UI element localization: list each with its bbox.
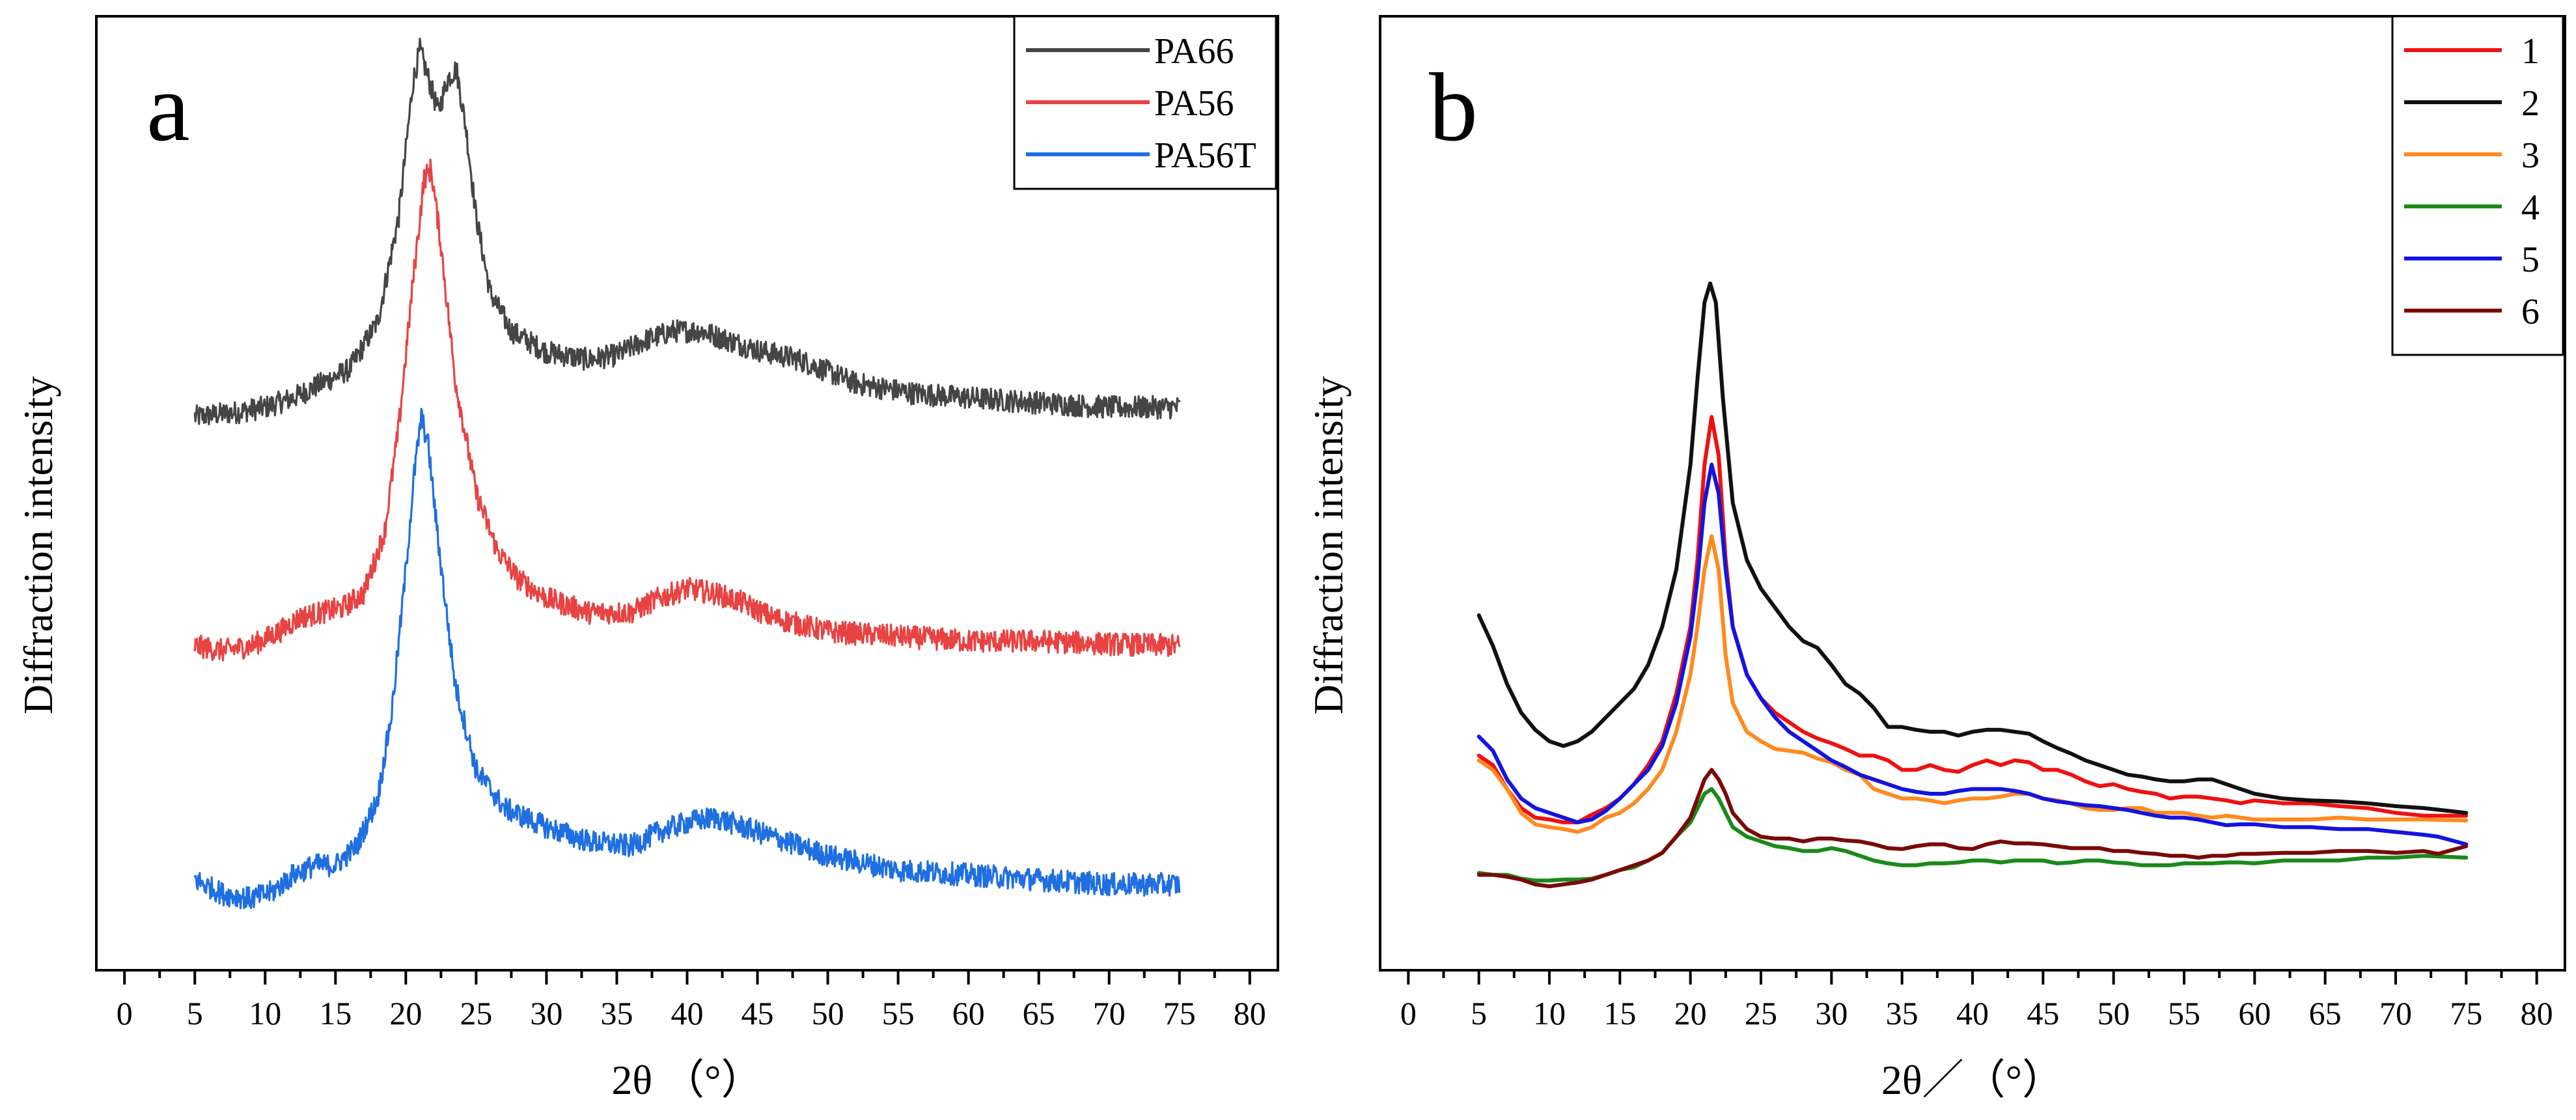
x-tick-label: 30 xyxy=(1815,995,1848,1031)
x-tick-label: 0 xyxy=(1400,995,1417,1031)
x-tick-label: 0 xyxy=(117,995,133,1031)
x-tick-label: 60 xyxy=(2238,995,2271,1031)
x-tick-label: 25 xyxy=(460,995,492,1031)
legend: PA66 PA56 PA56T xyxy=(1013,15,1277,190)
series-line-1 xyxy=(1476,415,2469,824)
legend-label: 2 xyxy=(2521,83,2540,124)
x-tick-label: 80 xyxy=(1234,995,1266,1031)
x-tick-label: 55 xyxy=(882,995,915,1031)
x-tick-label: 15 xyxy=(1603,995,1636,1031)
x-tick-label: 20 xyxy=(389,995,422,1031)
legend-label: PA56 xyxy=(1154,83,1234,124)
x-tick-label: 60 xyxy=(952,995,985,1031)
legend-label: 6 xyxy=(2521,292,2540,332)
legend-label: 4 xyxy=(2521,188,2540,228)
x-tick-label: 55 xyxy=(2168,995,2200,1031)
chart-panel-a: 0 5 10 15 20 25 30 35 40 45 50 55 60 65 70 75 80 2θ （°） Di… xyxy=(15,15,1279,1103)
x-tick-label: 75 xyxy=(2450,995,2482,1031)
x-tick-label: 10 xyxy=(1533,995,1566,1031)
legend-label: 1 xyxy=(2521,31,2540,72)
y-axis-title: Diffraction intensity xyxy=(15,376,61,715)
x-tick-label: 25 xyxy=(1745,995,1777,1031)
series-line-2 xyxy=(1476,281,2469,815)
x-tick-label: 65 xyxy=(2309,995,2342,1031)
legend-label: 3 xyxy=(2521,135,2540,176)
series-line-PA56 xyxy=(193,158,1181,662)
x-tick-label: 10 xyxy=(249,995,281,1031)
legend-label: PA66 xyxy=(1154,31,1234,72)
legend-box xyxy=(2391,15,2564,356)
x-tick-label: 50 xyxy=(812,995,844,1031)
series-line-5 xyxy=(1476,462,2469,847)
x-tick-label: 70 xyxy=(2379,995,2412,1031)
x-tick-label: 40 xyxy=(671,995,704,1031)
x-tick-label: 5 xyxy=(1471,995,1487,1031)
x-axis-title: 2θ／（°） xyxy=(1881,1057,2064,1103)
x-tick-label: 20 xyxy=(1674,995,1707,1031)
x-axis-title: 2θ （°） xyxy=(611,1057,762,1103)
series-line-6 xyxy=(1476,768,2469,889)
legend: 1 2 3 4 5 6 xyxy=(2391,15,2564,356)
panel-letter: b xyxy=(1429,53,1478,161)
x-tick-label: 30 xyxy=(530,995,562,1031)
x-tick-label: 75 xyxy=(1163,995,1196,1031)
x-tick-label: 35 xyxy=(1886,995,1918,1031)
series-line-PA56T xyxy=(193,408,1181,910)
x-tick-label: 15 xyxy=(319,995,352,1031)
x-tick-label: 70 xyxy=(1093,995,1126,1031)
series-line-3 xyxy=(1476,534,2469,834)
y-axis-title: Diffraction intensity xyxy=(1305,376,1351,715)
panel-letter: a xyxy=(146,53,190,161)
legend-label: 5 xyxy=(2521,240,2540,280)
series-line-PA66 xyxy=(193,37,1181,426)
x-tick-label: 5 xyxy=(187,995,203,1031)
x-tick-label: 65 xyxy=(1023,995,1055,1031)
x-tick-label: 45 xyxy=(2027,995,2059,1031)
legend-label: PA56T xyxy=(1154,135,1256,176)
chart-panel-b: 0 5 10 15 20 25 30 35 40 45 50 55 60 65 70 75 802θ／（°）Di… xyxy=(1305,15,2566,1103)
x-tick-label: 50 xyxy=(2098,995,2130,1031)
x-tick-label: 80 xyxy=(2521,995,2553,1031)
x-tick-label: 35 xyxy=(600,995,633,1031)
x-tick-label: 40 xyxy=(1956,995,1989,1031)
x-tick-label: 45 xyxy=(741,995,774,1031)
